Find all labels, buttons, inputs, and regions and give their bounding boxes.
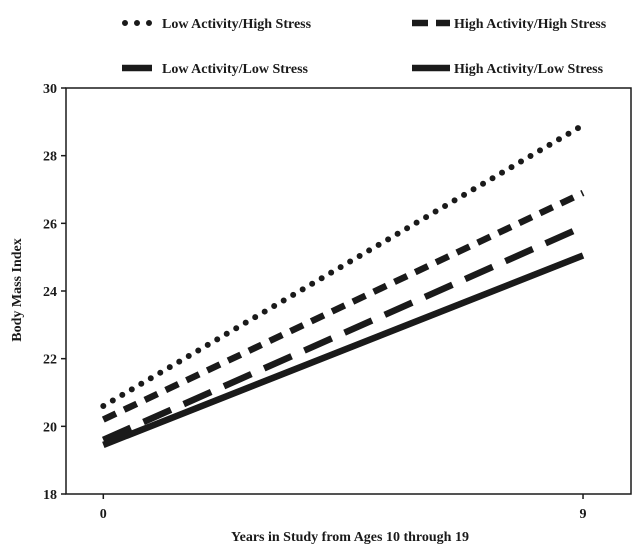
legend-label-3: Low Activity/Low Stress bbox=[162, 62, 309, 77]
y-tick-label: 28 bbox=[43, 150, 57, 165]
legend: Low Activity/High Stress High Activity/Hi… bbox=[122, 17, 607, 77]
legend-label-4: High Activity/Low Stress bbox=[454, 62, 604, 77]
y-tick-label: 26 bbox=[43, 217, 57, 232]
x-axis-title: Years in Study from Ages 10 through 19 bbox=[231, 530, 469, 545]
series-line-1 bbox=[100, 122, 587, 410]
series-line-2 bbox=[101, 189, 585, 423]
x-tick-label: 9 bbox=[580, 507, 587, 522]
y-tick-label: 22 bbox=[43, 353, 57, 368]
plot-frame bbox=[65, 87, 632, 495]
y-axis: 18 20 22 24 26 28 30 bbox=[43, 82, 66, 503]
y-tick-label: 20 bbox=[43, 420, 57, 435]
y-tick-label: 24 bbox=[43, 285, 57, 300]
y-tick-label: 30 bbox=[43, 82, 57, 97]
series-line-3 bbox=[101, 223, 585, 443]
series-line-4 bbox=[102, 252, 585, 448]
legend-label-1: Low Activity/High Stress bbox=[162, 17, 312, 32]
plot-area bbox=[65, 87, 632, 495]
y-tick-label: 18 bbox=[43, 488, 57, 503]
legend-label-2: High Activity/High Stress bbox=[454, 17, 607, 32]
y-axis-title: Body Mass Index bbox=[10, 238, 25, 341]
x-tick-label: 0 bbox=[100, 507, 107, 522]
